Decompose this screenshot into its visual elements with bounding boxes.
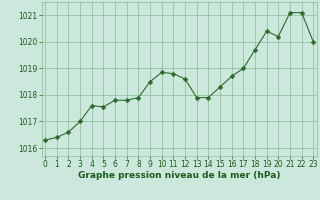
X-axis label: Graphe pression niveau de la mer (hPa): Graphe pression niveau de la mer (hPa) — [78, 171, 280, 180]
